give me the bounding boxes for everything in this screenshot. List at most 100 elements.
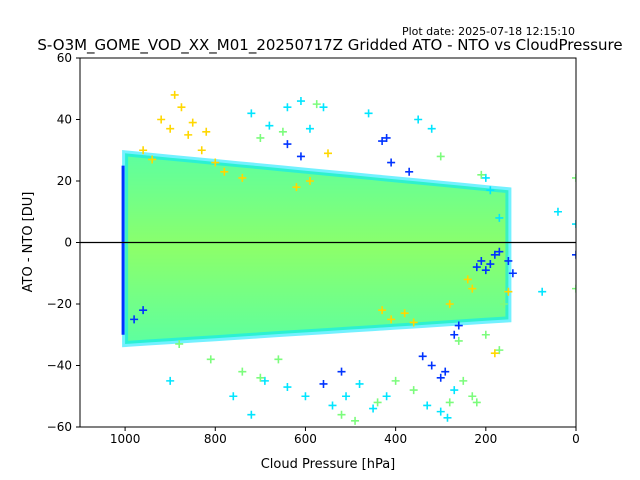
x-tick-label: 400 <box>384 432 407 446</box>
scatter-point <box>364 109 373 118</box>
scatter-point <box>495 247 504 256</box>
scatter-point <box>202 127 211 136</box>
scatter-point <box>256 373 265 382</box>
scatter-point <box>504 256 513 265</box>
scatter-point <box>337 410 346 419</box>
scatter-point <box>247 410 256 419</box>
y-tick-label: 20 <box>57 174 72 188</box>
scatter-point <box>436 152 445 161</box>
scatter-point <box>139 146 148 155</box>
scatter-point <box>572 284 576 293</box>
scatter-point <box>495 213 504 222</box>
scatter-point <box>175 339 184 348</box>
scatter-point <box>197 146 206 155</box>
y-axis-label: ATO - NTO [DU] <box>21 192 36 293</box>
scatter-point <box>538 287 547 296</box>
scatter-point <box>378 306 387 315</box>
y-tick-label: −60 <box>47 420 72 434</box>
scatter-point <box>177 103 186 112</box>
scatter-point <box>324 149 332 158</box>
scatter-point <box>468 284 477 293</box>
scatter-point <box>265 121 274 130</box>
scatter-point <box>409 318 418 327</box>
scatter-point <box>283 103 292 112</box>
scatter-point <box>301 392 310 401</box>
scatter-point <box>454 336 463 345</box>
scatter-point <box>472 398 481 407</box>
scatter-point <box>319 103 328 112</box>
scatter-point <box>508 269 517 278</box>
scatter-point <box>260 376 269 385</box>
x-tick-label: 600 <box>294 432 317 446</box>
scatter-point <box>229 392 238 401</box>
scatter-point <box>436 373 445 382</box>
scatter-point <box>409 386 418 395</box>
x-axis: 1000 800 600 400 200 0 <box>110 427 580 446</box>
scatter-point <box>148 155 157 164</box>
scatter-point <box>382 133 391 142</box>
scatter-point <box>400 309 409 318</box>
scatter-point <box>468 392 477 401</box>
scatter-point <box>170 90 179 99</box>
scatter-point <box>414 115 423 124</box>
scatter-point <box>369 404 378 413</box>
scatter-point <box>423 401 432 410</box>
scatter-point <box>296 97 305 106</box>
scatter-point <box>391 376 400 385</box>
scatter-point <box>247 109 256 118</box>
scatter-point <box>450 330 459 339</box>
scatter-point <box>553 207 562 216</box>
y-tick-label: 40 <box>57 113 72 127</box>
y-axis: −60 −40 −20 0 20 40 60 <box>47 51 80 434</box>
scatter-point <box>292 183 301 192</box>
scatter-point <box>499 300 508 308</box>
scatter-point <box>445 300 454 308</box>
scatter-point <box>472 263 481 272</box>
x-tick-label: 1000 <box>110 432 141 446</box>
y-tick-label: 0 <box>64 236 72 250</box>
scatter-point <box>418 352 427 361</box>
scatter-point <box>139 306 148 315</box>
scatter-point <box>463 275 472 284</box>
y-tick-label: −40 <box>47 359 72 373</box>
scatter-point <box>490 250 499 259</box>
scatter-point <box>427 361 436 370</box>
scatter-point <box>130 315 139 324</box>
scatter-point <box>238 367 247 376</box>
scatter-point <box>184 130 193 139</box>
scatter-point <box>373 398 382 407</box>
scatter-point <box>481 173 490 182</box>
scatter-point <box>387 158 396 167</box>
point-cloud-band <box>122 149 512 348</box>
scatter-point <box>220 167 229 176</box>
scatter-point <box>188 118 197 127</box>
scatter-point <box>427 124 436 133</box>
scatter-point <box>436 407 445 416</box>
scatter-point <box>454 321 463 330</box>
scatter-point <box>206 355 215 364</box>
scatter-point <box>443 413 452 422</box>
scatter-point <box>495 346 504 355</box>
scatter-point <box>490 349 499 358</box>
chart-title: S-O3M_GOME_VOD_XX_M01_20250717Z Gridded … <box>37 36 622 55</box>
scatter-point <box>504 287 513 296</box>
data-layer <box>80 90 576 425</box>
scatter-point <box>328 401 337 410</box>
scatter-point <box>477 256 486 265</box>
scatter-point <box>296 152 305 161</box>
scatter-point <box>382 392 391 401</box>
scatter-point <box>405 167 414 176</box>
y-tick-label: −20 <box>47 297 72 311</box>
scatter-point <box>283 140 292 149</box>
scatter-point <box>477 170 486 179</box>
scatter-point <box>572 250 576 259</box>
scatter-point <box>572 173 576 182</box>
scatter-point <box>274 355 283 364</box>
scatter-point <box>319 379 328 388</box>
scatter-point <box>351 416 360 425</box>
scatter-point <box>441 367 450 376</box>
scatter-point <box>166 124 175 133</box>
scatter-point <box>283 383 292 392</box>
scatter-point <box>387 315 396 324</box>
